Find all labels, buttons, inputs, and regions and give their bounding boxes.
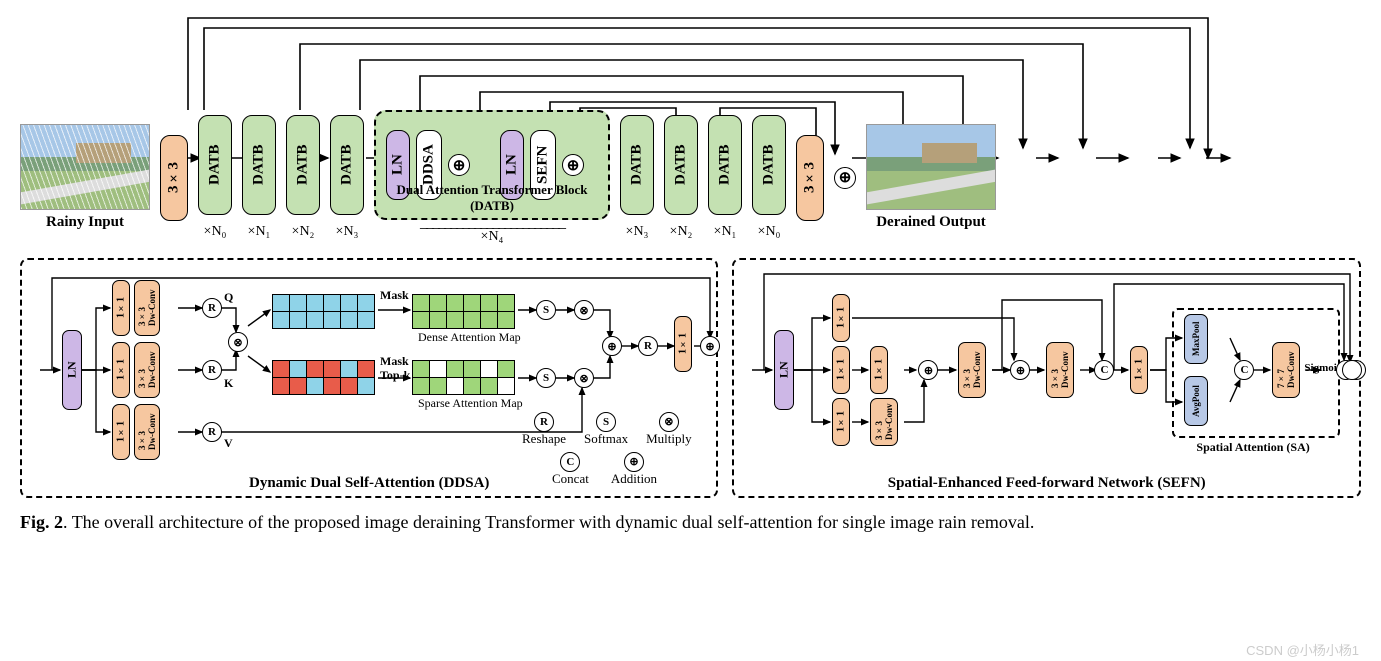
reshape-k: R [202, 360, 222, 380]
sefn-panel: LN 1×1 1×1 1×1 1×1 3×3 Dw-Conv ⊕ 3×3 Dw-… [732, 258, 1361, 498]
reshape-q: R [202, 298, 222, 318]
sparse-cap: Sparse Attention Map [418, 396, 523, 411]
maxpool: MaxPool [1184, 314, 1208, 364]
output-image [866, 124, 996, 210]
dense-mask-grid [412, 294, 515, 329]
ddsa-ln: LN [62, 330, 82, 410]
datb-enc-2: DATB [286, 115, 320, 215]
sefn-dw3-c: 3×3 Dw-Conv [1046, 342, 1074, 398]
n1-label: ×N₁ [248, 224, 271, 240]
sefn-1x1-a: 1×1 [832, 294, 850, 342]
caption-text: The overall architecture of the proposed… [72, 512, 1035, 532]
sefn-ln: LN [774, 330, 794, 410]
k-dw: 3×3 Dw-Conv [134, 342, 160, 398]
add-1: ⊕ [448, 154, 470, 176]
input-label: Rainy Input [46, 214, 124, 231]
datb-caption: Dual Attention Transformer Block (DATB) [376, 182, 608, 214]
out-1x1: 1×1 [674, 316, 692, 372]
sparse-mask-grid [412, 360, 515, 395]
datb-dec-3: DATB [620, 115, 654, 215]
v-dw: 3×3 Dw-Conv [134, 404, 160, 460]
sefn-dw3-b: 3×3 Dw-Conv [958, 342, 986, 398]
figure-caption: Fig. 2. The overall architecture of the … [20, 512, 1361, 533]
conv3x3-in: 3×3 [160, 135, 188, 221]
v-label: V [224, 436, 233, 451]
sa-caption: Spatial Attention (SA) [1196, 440, 1309, 455]
q-label: Q [224, 290, 233, 305]
sefn-1x1-c: 1×1 [832, 398, 850, 446]
ddsa-panel: LN 1×1 3×3 Dw-Conv 1×1 3×3 Dw-Conv 1×1 3… [20, 258, 718, 498]
k-label: K [224, 376, 233, 391]
datb-expanded: LN DDSA ⊕ LN SEFN ⊕ Dual Attention Trans… [374, 110, 610, 220]
dense-cap: Dense Attention Map [418, 330, 521, 345]
n3-label: ×N₃ [336, 224, 359, 240]
n3b-label: ×N₃ [626, 224, 649, 240]
datb-dec-0: DATB [752, 115, 786, 215]
n4-label: ×N₄ [481, 229, 504, 245]
global-add: ⊕ [834, 167, 856, 189]
sparse-grid [272, 360, 375, 395]
topk-label: Top-k [380, 368, 410, 383]
softmax-dense: S [536, 300, 556, 320]
q-dw: 3×3 Dw-Conv [134, 280, 160, 336]
n0b-label: ×N₀ [758, 224, 781, 240]
ddsa-residual-add: ⊕ [700, 336, 720, 356]
sefn-1x1-e: 1×1 [1130, 346, 1148, 394]
datb-dec-1: DATB [708, 115, 742, 215]
q-1x1: 1×1 [112, 280, 130, 336]
softmax-sparse: S [536, 368, 556, 388]
k-1x1: 1×1 [112, 342, 130, 398]
sefn-dw3-a: 3×3 Dw-Conv [870, 398, 898, 446]
reshape-v: R [202, 422, 222, 442]
datb-enc-3: DATB [330, 115, 364, 215]
ddsa-title: Dynamic Dual Self-Attention (DDSA) [22, 475, 716, 492]
conv3x3-out: 3×3 [796, 135, 824, 221]
n2b-label: ×N₂ [670, 224, 693, 240]
output-label: Derained Output [876, 214, 986, 231]
n0-label: ×N₀ [204, 224, 227, 240]
mask-label-2: Mask [380, 354, 409, 369]
avgpool: AvgPool [1184, 376, 1208, 426]
datb-dec-2: DATB [664, 115, 698, 215]
datb-enc-0: DATB [198, 115, 232, 215]
add-2: ⊕ [562, 154, 584, 176]
sefn-title: Spatial-Enhanced Feed-forward Network (S… [734, 475, 1359, 492]
sefn-dw7: 7×7 Dw-Conv [1272, 342, 1300, 398]
mult-dense: ⊗ [574, 300, 594, 320]
sefn-1x1-b: 1×1 [832, 346, 850, 394]
mult-sparse: ⊗ [574, 368, 594, 388]
add-branches: ⊕ [602, 336, 622, 356]
n1b-label: ×N₁ [714, 224, 737, 240]
pipeline-top: Rainy Input 3×3 DATB︸×N₀ DATB︸×N₁ DATB︸×… [20, 10, 1361, 250]
mask-label-1: Mask [380, 288, 409, 303]
v-1x1: 1×1 [112, 404, 130, 460]
watermark: CSDN @小杨小杨1 [1246, 640, 1359, 659]
n2-label: ×N₂ [292, 224, 315, 240]
qk-mult: ⊗ [228, 332, 248, 352]
legend-row1: RReshape SSoftmax ⊗Multiply [522, 412, 692, 446]
dense-grid [272, 294, 375, 329]
input-image [20, 124, 150, 210]
sefn-1x1-d: 1×1 [870, 346, 888, 394]
datb-enc-1: DATB [242, 115, 276, 215]
reshape-out: R [638, 336, 658, 356]
